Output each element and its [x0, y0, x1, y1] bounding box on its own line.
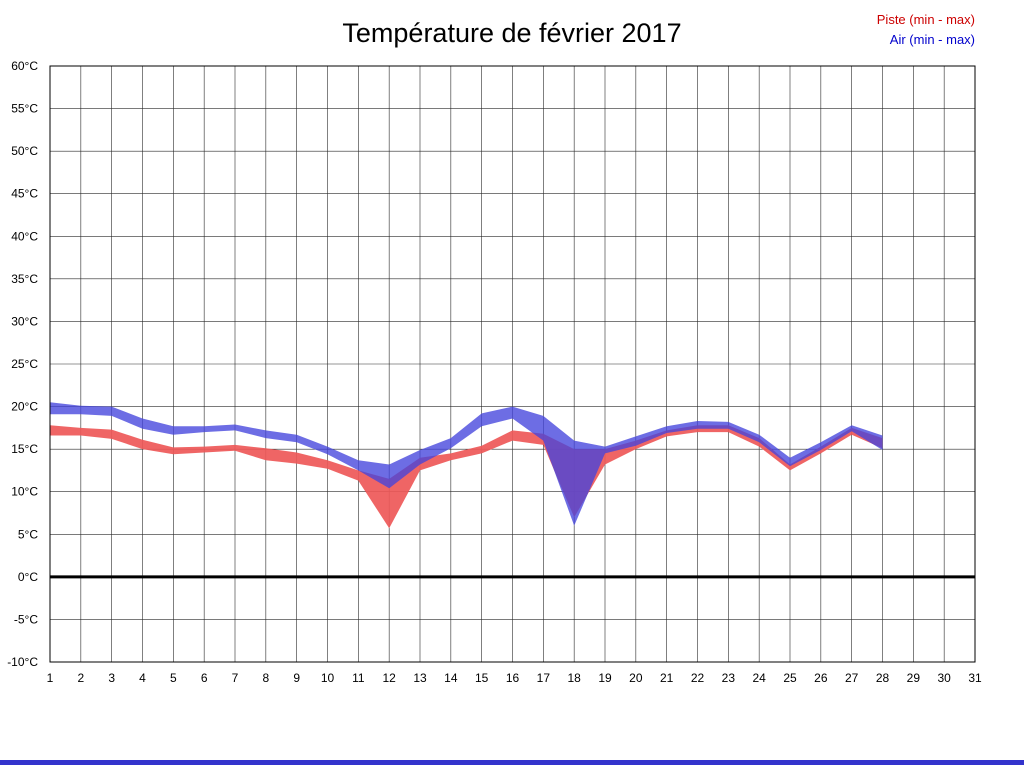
x-tick-label: 22: [691, 671, 705, 685]
y-tick-label: 35°C: [11, 272, 38, 286]
y-tick-label: -5°C: [14, 612, 38, 626]
x-tick-label: 2: [77, 671, 84, 685]
legend-piste-label: Piste (min - max): [876, 12, 975, 27]
y-tick-label: 20°C: [11, 400, 38, 414]
y-tick-label: 50°C: [11, 144, 38, 158]
chart-title: Température de février 2017: [342, 18, 682, 48]
x-tick-label: 4: [139, 671, 146, 685]
x-tick-label: 20: [629, 671, 643, 685]
x-tick-label: 23: [722, 671, 736, 685]
legend: Piste (min - max) Air (min - max): [877, 10, 975, 50]
y-tick-label: 15°C: [11, 442, 38, 456]
x-tick-label: 27: [845, 671, 859, 685]
y-tick-label: 45°C: [11, 187, 38, 201]
x-tick-label: 1: [47, 671, 54, 685]
y-tick-label: 55°C: [11, 102, 38, 116]
x-tick-label: 24: [752, 671, 766, 685]
x-tick-label: 15: [475, 671, 489, 685]
y-tick-label: 10°C: [11, 485, 38, 499]
x-tick-label: 19: [598, 671, 612, 685]
x-tick-label: 14: [444, 671, 458, 685]
x-tick-label: 31: [968, 671, 982, 685]
x-tick-label: 26: [814, 671, 828, 685]
x-tick-label: 25: [783, 671, 797, 685]
y-tick-label: 25°C: [11, 357, 38, 371]
x-tick-label: 5: [170, 671, 177, 685]
x-tick-label: 9: [293, 671, 300, 685]
piste-band: [50, 425, 883, 529]
y-tick-label: 0°C: [18, 570, 38, 584]
y-tick-label: 60°C: [11, 59, 38, 73]
x-tick-label: 21: [660, 671, 674, 685]
x-tick-label: 13: [413, 671, 427, 685]
air-band: [50, 402, 883, 526]
x-tick-label: 3: [108, 671, 115, 685]
x-tick-label: 6: [201, 671, 208, 685]
x-tick-label: 18: [567, 671, 581, 685]
x-tick-label: 8: [262, 671, 269, 685]
x-tick-label: 28: [876, 671, 890, 685]
y-tick-label: -10°C: [7, 655, 38, 669]
y-tick-label: 5°C: [18, 527, 38, 541]
y-tick-label: 30°C: [11, 314, 38, 328]
x-tick-label: 12: [382, 671, 396, 685]
x-tick-label: 29: [907, 671, 921, 685]
legend-air-label: Air (min - max): [889, 32, 975, 47]
x-tick-label: 7: [232, 671, 239, 685]
plot-border: [49, 65, 976, 663]
x-tick-label: 30: [937, 671, 951, 685]
x-tick-label: 16: [506, 671, 520, 685]
bottom-blue-bar: [0, 760, 1024, 765]
x-tick-label: 10: [321, 671, 335, 685]
x-tick-label: 17: [537, 671, 551, 685]
y-tick-label: 40°C: [11, 229, 38, 243]
x-tick-label: 11: [352, 671, 365, 685]
